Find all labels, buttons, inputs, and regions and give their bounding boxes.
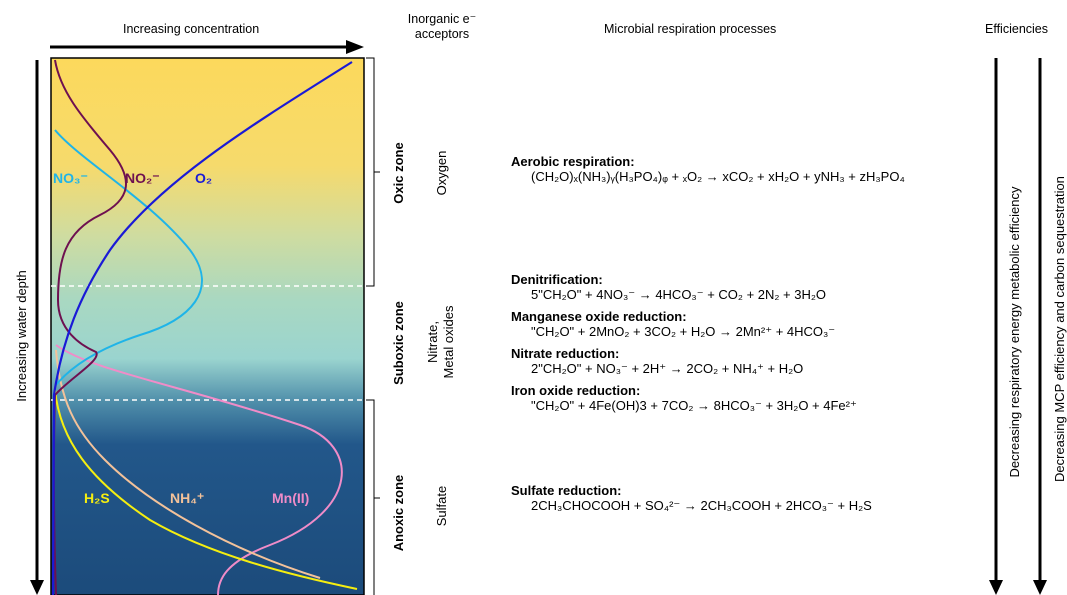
- h2s-curve: [54, 389, 358, 590]
- process-title: Aerobic respiration:: [511, 154, 635, 169]
- oxic-bracket: [366, 57, 375, 287]
- suboxic-zone-label: Suboxic zone: [391, 301, 406, 385]
- processes-header: Microbial respiration processes: [604, 22, 777, 36]
- process-title: Sulfate reduction:: [511, 483, 622, 498]
- nh4-label: NH₄⁺: [170, 490, 205, 506]
- process-iron-oxide: Iron oxide reduction: "CH₂O" + 4Fe(OH)3 …: [511, 383, 857, 414]
- process-equation: "CH₂O" + 2MnO₂ + 3CO₂ + H₂O → 2Mn²⁺ + 4H…: [531, 324, 836, 339]
- process-equation: (CH₂O)ₓ(NH₃)ᵧ(H₃PO₄)ᵩ + ₓO₂ → xCO₂ + xH₂…: [531, 169, 905, 184]
- no3-curve: [54, 129, 203, 386]
- process-sulfate: Sulfate reduction: 2CH₃CHOCOOH + SO₄²⁻ →…: [511, 483, 872, 514]
- energy-efficiency-label: Decreasing respiratory energy metabolic …: [1007, 186, 1022, 478]
- nh4-curve: [55, 349, 321, 579]
- o2-curve: [51, 61, 353, 595]
- no3-label: NO₃⁻: [53, 170, 88, 186]
- process-aerobic: Aerobic respiration: (CH₂O)ₓ(NH₃)ᵧ(H₃PO₄…: [511, 154, 905, 184]
- process-denitrification: Denitrification: 5"CH₂O" + 4NO₃⁻ → 4HCO₃…: [511, 272, 826, 303]
- process-title: Iron oxide reduction:: [511, 383, 641, 398]
- acceptor-sulfate: Sulfate: [434, 485, 449, 527]
- process-title: Manganese oxide reduction:: [511, 309, 687, 324]
- depth-arrow-head: [30, 580, 44, 595]
- anoxic-bracket: [366, 399, 375, 595]
- no2-label: NO₂⁻: [125, 170, 160, 186]
- mcp-efficiency-arrowhead: [1033, 580, 1047, 595]
- process-equation: 5"CH₂O" + 4NO₃⁻ → 4HCO₃⁻ + CO₂ + 2N₂ + 3…: [531, 287, 827, 302]
- energy-efficiency-arrowhead: [989, 580, 1003, 595]
- process-manganese: Manganese oxide reduction: "CH₂O" + 2MnO…: [511, 309, 835, 340]
- acceptors-header: Inorganic e⁻ acceptors: [407, 12, 477, 41]
- process-title: Nitrate reduction:: [511, 346, 620, 361]
- anoxic-zone-label: Anoxic zone: [391, 474, 406, 552]
- process-equation: 2"CH₂O" + NO₃⁻ + 2H⁺ → 2CO₂ + NH₄⁺ + H₂O: [531, 361, 804, 376]
- water-column: [50, 57, 365, 595]
- mn-label: Mn(II): [272, 490, 310, 506]
- acceptor-nitrate-metal-oxides: Nitrate, Metal oxides: [425, 305, 456, 379]
- h2s-label: H₂S: [84, 490, 110, 506]
- concentration-arrow-head: [346, 40, 364, 54]
- process-title: Denitrification:: [511, 272, 603, 287]
- efficiencies-header: Efficiencies: [985, 22, 1048, 36]
- oxic-zone-label: Oxic zone: [391, 142, 406, 204]
- acceptor-oxygen: Oxygen: [434, 150, 449, 196]
- mcp-efficiency-label: Decreasing MCP efficiency and carbon seq…: [1052, 176, 1067, 482]
- process-equation: "CH₂O" + 4Fe(OH)3 + 7CO₂ → 8HCO₃⁻ + 3H₂O…: [531, 398, 857, 413]
- depth-axis-label: Increasing water depth: [14, 270, 29, 402]
- o2-label: O₂: [195, 170, 213, 186]
- process-equation: 2CH₃CHOCOOH + SO₄²⁻ → 2CH₃COOH + 2HCO₃⁻ …: [531, 498, 872, 513]
- mn-curve: [55, 344, 343, 595]
- concentration-header: Increasing concentration: [123, 22, 260, 36]
- process-nitrate-reduction: Nitrate reduction: 2"CH₂O" + NO₃⁻ + 2H⁺ …: [511, 346, 803, 377]
